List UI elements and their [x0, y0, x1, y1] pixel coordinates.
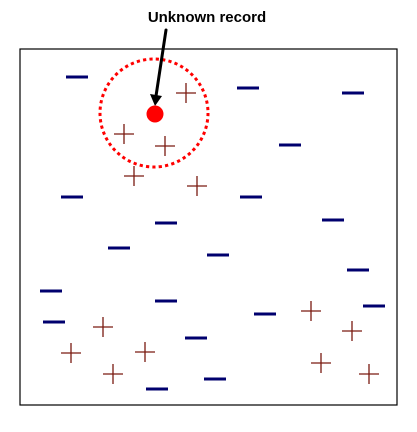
minus-marker-icon: [342, 91, 364, 95]
minus-marker-icon: [322, 218, 344, 222]
minus-marker-icon: [237, 86, 259, 90]
record-markers: [40, 75, 385, 391]
plus-marker-icon: [124, 166, 144, 186]
plus-marker-icon: [176, 83, 196, 103]
arrow-shaft: [154, 28, 168, 98]
plus-marker-icon: [311, 353, 331, 373]
minus-marker-icon: [146, 387, 168, 391]
minus-marker-icon: [185, 336, 207, 340]
plus-marker-icon: [135, 342, 155, 362]
minus-marker-icon: [279, 143, 301, 147]
minus-marker-icon: [347, 268, 369, 272]
arrow-head-icon: [150, 94, 162, 106]
minus-marker-icon: [207, 253, 229, 257]
plus-marker-icon: [342, 321, 362, 341]
plus-marker-icon: [155, 136, 175, 156]
plus-marker-icon: [93, 317, 113, 337]
minus-marker-icon: [40, 289, 62, 293]
plus-marker-icon: [301, 301, 321, 321]
plus-marker-icon: [61, 343, 81, 363]
plus-marker-icon: [359, 364, 379, 384]
unknown-record-label: Unknown record: [148, 9, 266, 26]
minus-marker-icon: [363, 304, 385, 308]
minus-marker-icon: [155, 299, 177, 303]
minus-marker-icon: [43, 320, 65, 324]
neighborhood-circle: [98, 57, 210, 169]
minus-marker-icon: [254, 312, 276, 316]
minus-marker-icon: [204, 377, 226, 381]
plus-marker-icon: [187, 176, 207, 196]
minus-marker-icon: [108, 246, 130, 250]
minus-marker-icon: [61, 195, 83, 199]
minus-marker-icon: [240, 195, 262, 199]
minus-marker-icon: [155, 221, 177, 225]
plot-frame: [19, 48, 398, 406]
plus-marker-icon: [114, 124, 134, 144]
plus-marker-icon: [103, 364, 123, 384]
unknown-record-point: [146, 105, 164, 123]
minus-marker-icon: [66, 75, 88, 79]
